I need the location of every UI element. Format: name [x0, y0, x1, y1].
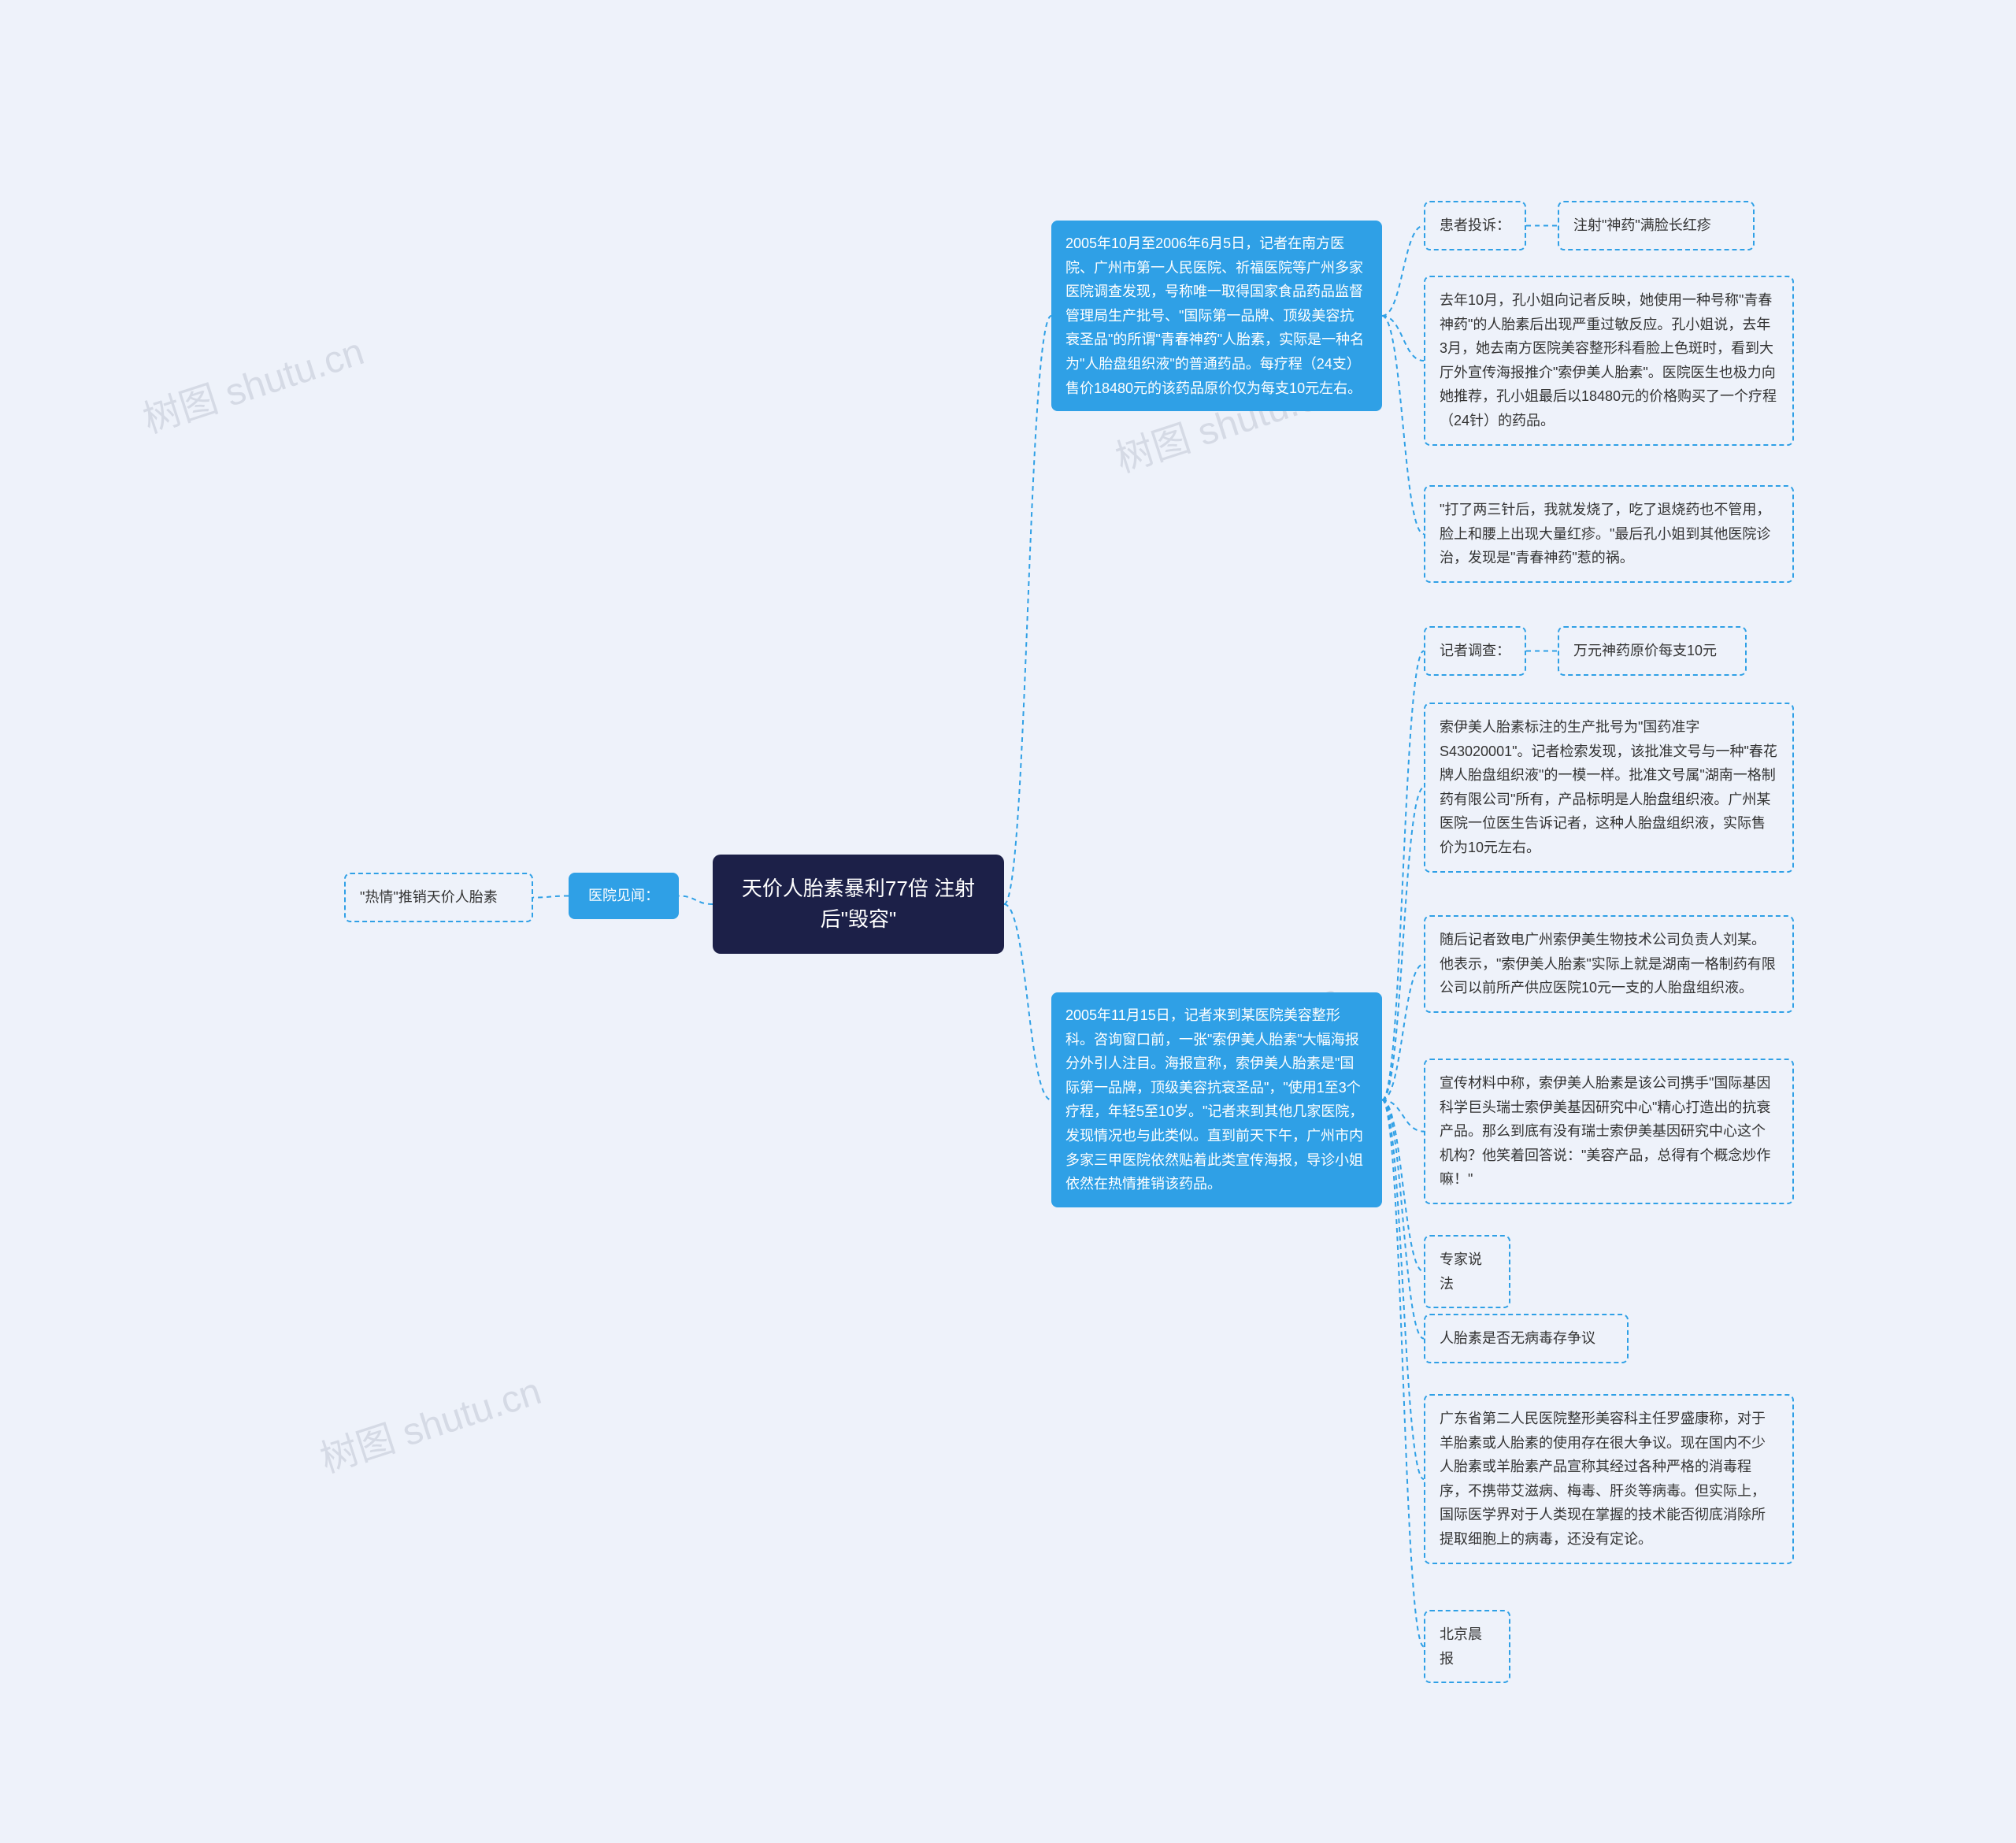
node-marketing-claim[interactable]: 宣传材料中称，索伊美人胎素是该公司携手"国际基因科学巨头瑞士索伊美基因研究中心"…: [1424, 1059, 1794, 1204]
node-patient-complaint-value[interactable]: 注射"神药"满脸长红疹: [1558, 201, 1755, 250]
watermark: 树图 shutu.cn: [312, 1360, 547, 1483]
node-reporter-investigation-value[interactable]: 万元神药原价每支10元: [1558, 626, 1747, 676]
node-virus-controversy[interactable]: 人胎素是否无病毒存争议: [1424, 1314, 1629, 1363]
node-source[interactable]: 北京晨报: [1424, 1610, 1510, 1683]
watermark: 树图 shutu.cn: [135, 321, 369, 443]
node-company-response[interactable]: 随后记者致电广州索伊美生物技术公司负责人刘某。他表示，"索伊美人胎素"实际上就是…: [1424, 915, 1794, 1013]
node-patient-story[interactable]: 去年10月，孔小姐向记者反映，她使用一种号称"青春神药"的人胎素后出现严重过敏反…: [1424, 276, 1794, 446]
node-reporter-investigation-label[interactable]: 记者调查：: [1424, 626, 1526, 676]
node-patient-complaint-label[interactable]: 患者投诉：: [1424, 201, 1526, 250]
root-node[interactable]: 天价人胎素暴利77倍 注射后"毁容": [713, 855, 1004, 954]
node-investigation-2005-2006[interactable]: 2005年10月至2006年6月5日，记者在南方医院、广州市第一人民医院、祈福医…: [1051, 221, 1382, 411]
node-hospital-observation[interactable]: 医院见闻：: [569, 873, 679, 919]
node-batch-number[interactable]: 索伊美人胎素标注的生产批号为"国药准字S43020001"。记者检索发现，该批准…: [1424, 703, 1794, 873]
node-patient-reaction[interactable]: "打了两三针后，我就发烧了，吃了退烧药也不管用，脸上和腰上出现大量红疹。"最后孔…: [1424, 485, 1794, 583]
node-expert-opinion-label[interactable]: 专家说法: [1424, 1235, 1510, 1308]
node-expert-detail[interactable]: 广东省第二人民医院整形美容科主任罗盛康称，对于羊胎素或人胎素的使用存在很大争议。…: [1424, 1394, 1794, 1564]
node-enthusiastic-promotion[interactable]: "热情"推销天价人胎素: [344, 873, 533, 922]
node-investigation-2005-11-15[interactable]: 2005年11月15日，记者来到某医院美容整形科。咨询窗口前，一张"索伊美人胎素…: [1051, 992, 1382, 1207]
